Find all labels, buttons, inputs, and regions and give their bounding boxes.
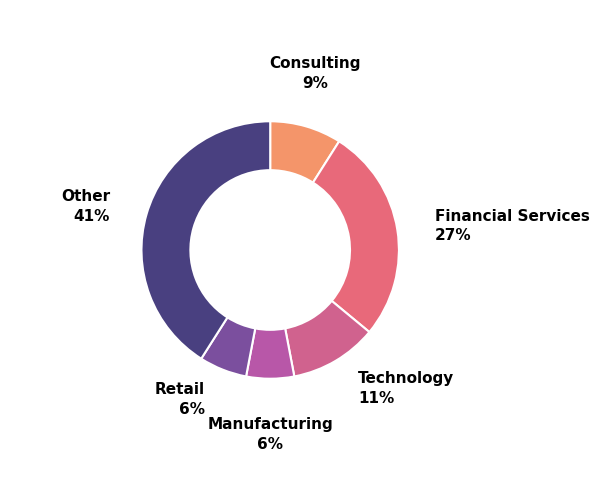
Text: Consulting
9%: Consulting 9% <box>269 56 361 91</box>
Text: Retail
6%: Retail 6% <box>154 381 205 416</box>
Text: Financial Services
27%: Financial Services 27% <box>435 208 590 243</box>
Wedge shape <box>142 122 270 359</box>
Wedge shape <box>246 329 295 379</box>
Text: Manufacturing
6%: Manufacturing 6% <box>208 417 333 451</box>
Text: Other
41%: Other 41% <box>61 189 110 223</box>
Wedge shape <box>313 142 399 332</box>
Wedge shape <box>285 301 370 377</box>
Wedge shape <box>201 318 255 377</box>
Wedge shape <box>270 122 339 183</box>
Text: Technology
11%: Technology 11% <box>358 370 455 405</box>
